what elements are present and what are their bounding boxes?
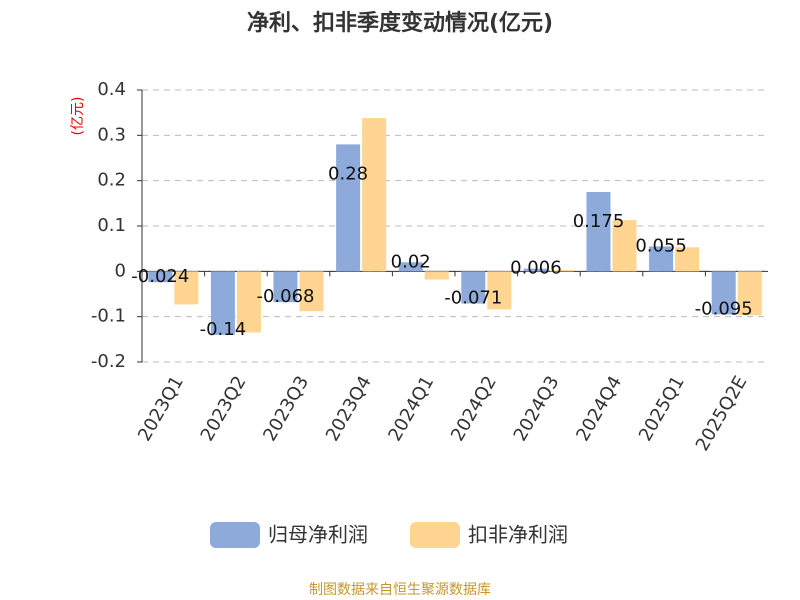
bar bbox=[612, 220, 637, 272]
y-tick-label: 0.2 bbox=[97, 170, 126, 191]
x-tick-label: 2024Q2 bbox=[447, 373, 501, 445]
bar bbox=[549, 269, 574, 272]
bar bbox=[336, 144, 361, 272]
data-label: 0.175 bbox=[573, 211, 625, 232]
bar bbox=[523, 268, 548, 272]
bar bbox=[210, 271, 235, 335]
legend-label: 归母净利润 bbox=[268, 523, 368, 547]
bar bbox=[236, 271, 261, 333]
data-label: -0.068 bbox=[256, 286, 314, 307]
y-tick-label: 0.1 bbox=[97, 215, 126, 236]
y-tick-label: -0.2 bbox=[91, 351, 126, 372]
data-label: -0.024 bbox=[131, 266, 189, 287]
legend-label: 扣非净利润 bbox=[468, 523, 568, 547]
data-label: 0.02 bbox=[391, 251, 431, 272]
legend-swatch bbox=[410, 522, 460, 548]
data-label: -0.071 bbox=[444, 288, 502, 309]
x-tick-label: 2023Q2 bbox=[197, 373, 251, 445]
data-label: -0.14 bbox=[200, 319, 247, 340]
bar bbox=[273, 271, 298, 303]
x-tick-label: 2023Q3 bbox=[259, 373, 313, 445]
x-tick-label: 2023Q1 bbox=[134, 373, 188, 445]
data-label: 0.055 bbox=[635, 235, 687, 256]
bar bbox=[586, 192, 611, 272]
x-tick-label: 2024Q4 bbox=[572, 373, 626, 445]
x-tick-label: 2025Q1 bbox=[635, 373, 689, 445]
bar bbox=[148, 271, 173, 283]
bar bbox=[362, 118, 387, 272]
data-label: 0.28 bbox=[328, 163, 368, 184]
chart-title: 净利、扣非季度变动情况(亿元) bbox=[247, 10, 553, 36]
source: 制图数据来自恒生聚源数据库 bbox=[309, 582, 491, 598]
bar bbox=[675, 247, 700, 272]
legend-swatch bbox=[210, 522, 260, 548]
bar bbox=[174, 271, 199, 305]
y-tick-label: -0.1 bbox=[91, 306, 126, 327]
bar bbox=[424, 271, 449, 280]
y-tick-label: 0 bbox=[115, 260, 126, 281]
x-tick-label: 2024Q1 bbox=[384, 373, 438, 445]
bar bbox=[711, 271, 736, 315]
x-tick-label: 2023Q4 bbox=[322, 373, 376, 445]
data-label: -0.095 bbox=[695, 298, 753, 319]
data-label: 0.006 bbox=[510, 258, 562, 279]
bar bbox=[461, 271, 486, 304]
x-tick-label: 2025Q2E bbox=[692, 373, 752, 455]
bar bbox=[737, 271, 762, 316]
y-axis-label: (亿元) bbox=[70, 97, 86, 136]
y-tick-label: 0.4 bbox=[97, 79, 126, 100]
bar bbox=[487, 271, 512, 310]
bar bbox=[299, 271, 324, 312]
x-tick-label: 2024Q3 bbox=[510, 373, 564, 445]
bar bbox=[649, 246, 674, 272]
y-tick-label: 0.3 bbox=[97, 124, 126, 145]
bar bbox=[398, 262, 423, 272]
